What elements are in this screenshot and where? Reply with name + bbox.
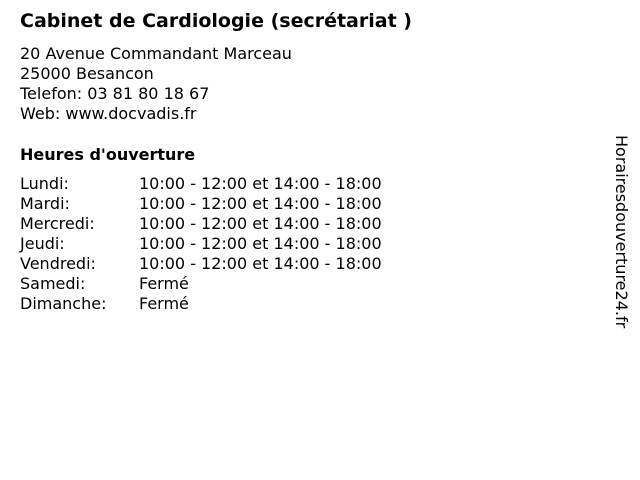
hours-heading: Heures d'ouverture bbox=[20, 145, 196, 164]
hours-value: Fermé bbox=[139, 294, 189, 313]
city: 25000 Besancon bbox=[20, 64, 154, 83]
day-label: Mercredi: bbox=[20, 214, 95, 233]
hours-value: 10:00 - 12:00 et 14:00 - 18:00 bbox=[139, 254, 382, 273]
watermark: Horairesdouverture24.fr bbox=[612, 135, 631, 329]
day-label: Jeudi: bbox=[20, 234, 65, 253]
day-label: Lundi: bbox=[20, 174, 69, 193]
phone: Telefon: 03 81 80 18 67 bbox=[20, 84, 210, 103]
hours-value: 10:00 - 12:00 et 14:00 - 18:00 bbox=[139, 174, 382, 193]
hours-value: 10:00 - 12:00 et 14:00 - 18:00 bbox=[139, 194, 382, 213]
website: Web: www.docvadis.fr bbox=[20, 104, 197, 123]
street-address: 20 Avenue Commandant Marceau bbox=[20, 44, 292, 63]
day-label: Vendredi: bbox=[20, 254, 96, 273]
day-label: Mardi: bbox=[20, 194, 70, 213]
hours-value: 10:00 - 12:00 et 14:00 - 18:00 bbox=[139, 234, 382, 253]
day-label: Samedi: bbox=[20, 274, 86, 293]
hours-value: 10:00 - 12:00 et 14:00 - 18:00 bbox=[139, 214, 382, 233]
day-label: Dimanche: bbox=[20, 294, 107, 313]
hours-value: Fermé bbox=[139, 274, 189, 293]
page-title: Cabinet de Cardiologie (secrétariat ) bbox=[20, 10, 412, 32]
